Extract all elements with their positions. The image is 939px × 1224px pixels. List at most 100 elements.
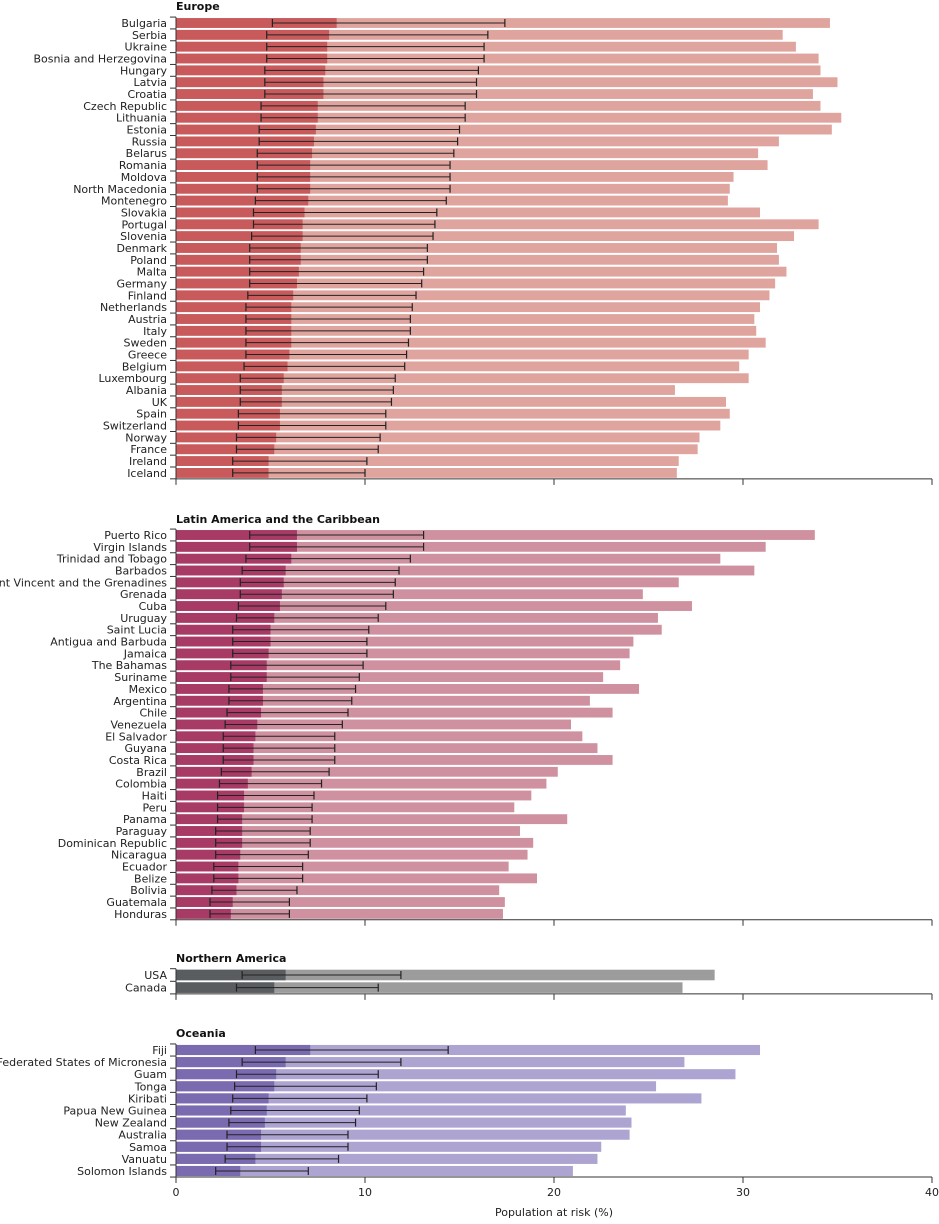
category-label: Belgium — [122, 360, 167, 373]
bar-dark — [176, 231, 303, 242]
bar-dark — [176, 814, 243, 825]
bar-dark — [176, 361, 288, 372]
bar-dark — [176, 420, 280, 431]
bar-light — [176, 278, 776, 289]
category-label: Australia — [118, 1129, 167, 1142]
bar-light — [176, 908, 503, 919]
bar-light — [176, 77, 838, 88]
bar-light — [176, 337, 766, 348]
category-label: Greece — [128, 349, 167, 362]
category-label: Paraguay — [116, 825, 168, 838]
category-label: Federated States of Micronesia — [0, 1056, 167, 1069]
bar-dark — [176, 719, 258, 730]
bar-light — [176, 444, 698, 455]
category-label: Solomon Islands — [77, 1165, 167, 1178]
bar-dark — [176, 41, 328, 52]
bar-dark — [176, 601, 280, 611]
bar-light — [176, 1105, 626, 1116]
bar-dark — [176, 278, 297, 289]
bar-dark — [176, 1105, 267, 1116]
category-label: Ireland — [129, 455, 167, 468]
category-label: Sweden — [124, 337, 167, 350]
bar-dark — [176, 160, 311, 170]
bar-light — [176, 814, 568, 825]
category-label: Nicaragua — [111, 849, 167, 862]
bar-dark — [176, 337, 292, 348]
bar-light — [176, 1141, 602, 1152]
category-label: Dominican Republic — [58, 837, 167, 850]
bar-dark — [176, 290, 294, 301]
bar-light — [176, 826, 520, 836]
category-label: Belize — [134, 872, 167, 885]
bar-dark — [176, 148, 313, 159]
bar-light — [176, 100, 821, 111]
category-label: Colombia — [115, 778, 167, 791]
bar-dark — [176, 266, 299, 277]
x-tick-label: 20 — [547, 1186, 561, 1199]
x-tick-label: 10 — [358, 1186, 372, 1199]
bar-dark — [176, 195, 309, 206]
x-axis-label: Population at risk (%) — [495, 1206, 613, 1219]
bar-dark — [176, 1081, 275, 1092]
bar-light — [176, 468, 677, 478]
bar-light — [176, 1069, 736, 1080]
category-label: Spain — [136, 408, 167, 421]
bar-light — [176, 589, 643, 600]
bar-light — [176, 577, 679, 588]
category-label: Bulgaria — [121, 17, 167, 30]
bar-dark — [176, 565, 286, 576]
category-label: Grenada — [120, 588, 167, 601]
bar-light — [176, 408, 730, 419]
bar-light — [176, 302, 761, 313]
bar-light — [176, 969, 715, 981]
bar-dark — [176, 432, 277, 443]
category-label: Czech Republic — [83, 100, 167, 113]
category-label: Tonga — [134, 1080, 167, 1093]
bar-light — [176, 1153, 598, 1164]
bar-light — [176, 612, 658, 623]
category-label: The Bahamas — [91, 659, 167, 672]
bar-dark — [176, 1153, 256, 1164]
category-label: Belarus — [126, 147, 168, 160]
bar-light — [176, 183, 730, 194]
bar-dark — [176, 373, 284, 384]
bar-dark — [176, 183, 311, 194]
panel-title: Oceania — [176, 1027, 226, 1040]
bar-light — [176, 897, 505, 907]
bar-light — [176, 885, 500, 896]
category-label: Finland — [128, 289, 167, 302]
bar-dark — [176, 837, 243, 848]
category-label: Malta — [137, 266, 167, 279]
bar-dark — [176, 731, 256, 742]
category-label: Russia — [132, 135, 167, 148]
bar-light — [176, 861, 509, 872]
category-label: Iceland — [127, 467, 167, 480]
bar-light — [176, 266, 787, 277]
category-label: Saint Vincent and the Grenadines — [0, 576, 167, 589]
bar-dark — [176, 65, 326, 76]
bar-dark — [176, 243, 301, 253]
category-label: Vanuatu — [122, 1153, 167, 1166]
bar-dark — [176, 969, 286, 981]
bar-dark — [176, 1069, 277, 1080]
bar-light — [176, 790, 532, 801]
bar-light — [176, 778, 547, 789]
bar-light — [176, 755, 613, 765]
category-label: Kiribati — [128, 1092, 167, 1105]
bar-dark — [176, 1044, 311, 1056]
bar-light — [176, 1044, 761, 1056]
bar-light — [176, 1129, 630, 1140]
category-label: Papua New Guinea — [63, 1105, 167, 1118]
category-label: Puerto Rico — [104, 529, 167, 542]
bar-dark — [176, 660, 267, 671]
category-label: USA — [144, 969, 167, 982]
category-label: Norway — [125, 431, 167, 444]
bar-dark — [176, 254, 301, 265]
bar-dark — [176, 541, 297, 552]
x-tick-label: 0 — [173, 1186, 180, 1199]
bar-light — [176, 982, 683, 993]
bar-light — [176, 65, 821, 76]
bar-dark — [176, 112, 318, 123]
bar-light — [176, 89, 813, 99]
bar-dark — [176, 100, 318, 111]
